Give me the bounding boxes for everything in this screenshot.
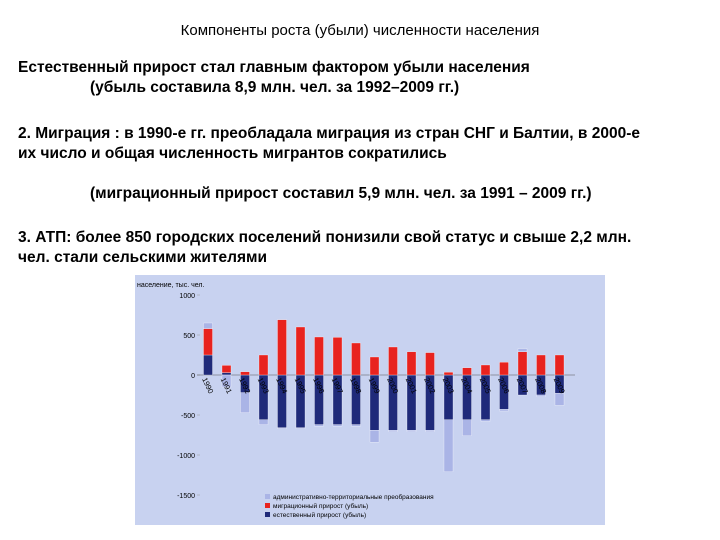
bar-segment xyxy=(203,328,213,356)
bar-segment xyxy=(425,430,435,432)
y-tick-label: 500 xyxy=(183,333,195,340)
bar-segment xyxy=(314,336,324,376)
bar-segment xyxy=(351,342,361,376)
bar-segment xyxy=(517,348,528,352)
bar-segment xyxy=(203,322,213,329)
bar-segment xyxy=(277,427,287,429)
bar-segment xyxy=(258,419,269,425)
y-axis-label: население, тыс. чел. xyxy=(137,282,204,289)
paragraph: 3. АТП: более 850 городских поселений по… xyxy=(18,229,632,266)
bar-segment xyxy=(480,364,491,376)
chart: население, тыс. чел. 1000 500 0 -500 -1000 -1… xyxy=(135,275,605,525)
legend-label: миграционный прирост (убыль) xyxy=(273,502,368,510)
bar-segment xyxy=(332,424,343,427)
bar-segment xyxy=(258,354,269,376)
bar-segment xyxy=(499,409,509,412)
bar-segment xyxy=(480,419,491,422)
legend-label: естественный прирост (убыль) xyxy=(273,511,366,519)
bar-segment xyxy=(332,337,343,376)
bar-segment xyxy=(203,354,213,376)
paragraph: (миграционный прирост составил 5,9 млн. … xyxy=(90,185,592,202)
bar-segment xyxy=(554,393,565,406)
y-tick-label: 1000 xyxy=(179,293,195,300)
paragraph: Естественный прирост стал главным фактор… xyxy=(18,59,530,76)
bar-segment xyxy=(536,394,546,397)
bar-segment xyxy=(388,346,398,376)
slide-title: Компоненты роста (убыли) численности нас… xyxy=(180,22,540,39)
paragraph: (убыль составила 8,9 млн. чел. за 1992–2… xyxy=(90,79,460,96)
bar-segment xyxy=(425,352,435,376)
paragraph: 2. Миграция : в 1990-е гг. преобладала м… xyxy=(18,125,641,162)
bar-segment xyxy=(351,424,361,427)
bar-segment xyxy=(221,372,232,376)
bar-segment xyxy=(369,430,380,443)
bar-segment xyxy=(517,351,528,376)
bar-segment xyxy=(536,354,546,376)
y-tick-label: 0 xyxy=(191,373,195,380)
bar-segment xyxy=(221,365,232,373)
bar-segment xyxy=(462,367,472,376)
bar-segment xyxy=(369,356,380,376)
bar-segment xyxy=(295,326,306,376)
bar-segment xyxy=(443,419,454,472)
bar-segment xyxy=(240,371,250,376)
legend-swatch xyxy=(265,503,270,508)
bar-segment xyxy=(406,351,417,376)
bar-segment xyxy=(388,430,398,432)
bar-segment xyxy=(443,372,454,376)
bar-segment xyxy=(462,419,472,436)
bar-segment xyxy=(314,424,324,427)
bar-segment xyxy=(277,319,287,376)
bar-segment xyxy=(221,374,232,388)
y-tick-label: -1000 xyxy=(177,453,195,460)
bar-segment xyxy=(406,430,417,432)
bar-segment xyxy=(554,354,565,376)
y-tick-label: -1500 xyxy=(177,493,195,500)
bar-segment xyxy=(295,427,306,429)
legend-label: административно-территориальные преобраз… xyxy=(273,493,434,501)
bar-segment xyxy=(499,362,509,376)
y-tick-label: -500 xyxy=(181,413,195,420)
legend-swatch xyxy=(265,494,270,499)
bar-segment xyxy=(240,392,250,413)
legend-swatch xyxy=(265,512,270,517)
